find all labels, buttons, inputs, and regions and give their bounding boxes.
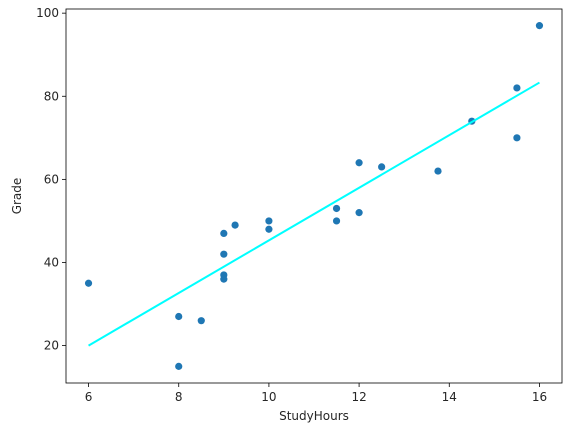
data-point xyxy=(513,134,521,142)
y-tick-label: 100 xyxy=(36,6,59,20)
data-point xyxy=(84,279,93,287)
data-point xyxy=(535,22,544,30)
data-point xyxy=(434,167,442,175)
data-point xyxy=(355,159,363,167)
data-point xyxy=(175,312,183,321)
y-axis-label: Grade xyxy=(10,178,24,215)
y-tick-label: 20 xyxy=(44,339,59,353)
regression-line xyxy=(88,81,540,347)
x-tick-label: 14 xyxy=(442,390,457,404)
data-point xyxy=(197,317,205,325)
data-point xyxy=(220,275,228,283)
data-point xyxy=(332,217,341,225)
data-point xyxy=(231,221,239,229)
data-point xyxy=(265,217,273,225)
x-axis: 6 8 10 12 14 16 xyxy=(85,383,547,404)
x-tick-label: 10 xyxy=(261,390,276,404)
x-tick-label: 8 xyxy=(175,390,183,404)
data-point xyxy=(220,229,228,237)
data-point xyxy=(378,163,386,171)
x-tick-label: 12 xyxy=(351,390,366,404)
y-axis: 20 40 60 80 100 xyxy=(36,6,66,353)
y-tick-label: 80 xyxy=(44,89,59,103)
data-point xyxy=(513,84,521,92)
data-point xyxy=(265,225,273,233)
x-tick-label: 6 xyxy=(85,390,93,404)
plot-frame xyxy=(65,8,563,384)
data-point xyxy=(175,362,183,370)
data-point xyxy=(220,250,228,258)
x-tick-label: 16 xyxy=(532,390,547,404)
data-point xyxy=(332,204,341,213)
data-point xyxy=(355,209,363,217)
y-tick-label: 40 xyxy=(44,255,59,269)
plot-marks xyxy=(84,22,544,370)
x-axis-label: StudyHours xyxy=(279,409,349,423)
y-tick-label: 60 xyxy=(44,172,59,186)
